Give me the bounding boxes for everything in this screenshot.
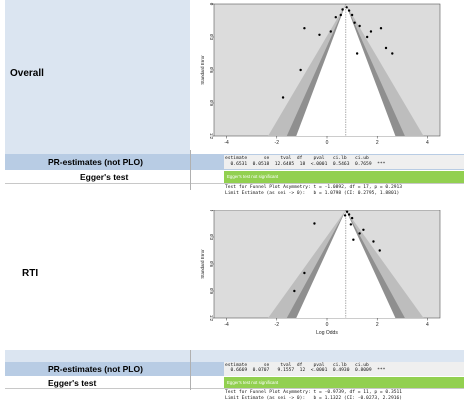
data-point <box>358 24 361 28</box>
data-point <box>341 8 344 11</box>
data-point <box>358 232 361 235</box>
data-point <box>345 210 349 213</box>
data-point <box>281 96 285 99</box>
rti-egger-line1: Test for Funnel Plot Asymmetry: t = -0.9… <box>225 390 403 395</box>
rti-egger-label: Egger's test <box>48 377 97 388</box>
data-point <box>343 214 347 217</box>
data-point <box>313 222 316 225</box>
overall-egger-label: Egger's test <box>80 172 129 182</box>
x-tick-label: -2 <box>275 322 280 328</box>
y-tick-label: 0.9 <box>209 100 214 107</box>
data-point <box>293 289 296 293</box>
x-tick-label: -4 <box>224 140 229 146</box>
data-point <box>391 52 394 55</box>
data-point <box>355 52 359 55</box>
y-tick-label: 0.3 <box>209 234 214 241</box>
x-tick-label: 0 <box>326 140 329 146</box>
column-divider-2 <box>190 350 191 390</box>
overall-label-cell <box>5 0 190 150</box>
y-tick-label: 0.6 <box>209 261 214 268</box>
y-axis-label: Standard Error <box>200 55 205 85</box>
overall-egger-line1: Test for Funnel Plot Asymmetry: t = -1.0… <box>225 185 403 190</box>
data-point <box>349 223 353 226</box>
data-point <box>299 68 302 72</box>
overall-est-header: estimate se tval df pval ci.lb ci.ub <box>225 156 369 161</box>
y-tick-label: 1.2 <box>209 315 214 322</box>
x-tick-label: 2 <box>376 322 379 328</box>
data-point <box>369 30 373 33</box>
data-point <box>350 13 354 17</box>
data-point <box>372 240 375 243</box>
rti-egger-badge: Egger's test not significant <box>224 377 464 388</box>
overall-funnel-plot: -4 -2 0 2 4 0 0.3 0.6 0.9 1.2 Standard Error <box>200 3 441 146</box>
data-point <box>378 249 381 252</box>
data-point <box>339 13 343 17</box>
overall-spacer <box>5 150 190 154</box>
overall-egger-badge: Egger's test not significant <box>224 171 464 183</box>
x-tick-label: 4 <box>426 140 429 146</box>
data-point <box>345 6 348 9</box>
y-tick-label: 0 <box>209 3 214 6</box>
rti-est-values: 0.6669 0.0707 9.1557 12 <.0001 0.4930 0.… <box>225 368 386 373</box>
data-point <box>365 35 369 39</box>
column-divider-1 <box>190 150 191 190</box>
overall-estimates-box <box>224 155 464 169</box>
rti-pr-label: PR-estimates (not PLO) <box>48 364 143 374</box>
data-point <box>303 271 306 275</box>
y-axis-label: Standard Error <box>200 249 205 279</box>
data-point <box>347 9 351 12</box>
x-tick-label: 4 <box>426 322 429 328</box>
data-point <box>352 238 355 241</box>
data-point <box>318 33 321 36</box>
overall-est-values: 0.6531 0.0518 12.6485 18 <.0001 0.5463 0… <box>225 161 386 167</box>
data-point <box>362 228 365 231</box>
x-tick-label: 0 <box>326 322 329 328</box>
data-point <box>329 30 332 33</box>
overall-egger-line2: Limit Estimate (as sei -> 0): b = 1.0798… <box>225 190 400 196</box>
data-point <box>384 46 388 50</box>
overall-pr-label: PR-estimates (not PLO) <box>48 157 143 167</box>
x-tick-label: -4 <box>224 322 229 328</box>
data-point <box>350 216 354 220</box>
rti-funnel-plot: -4 -2 0 2 4 0 0.3 0.6 0.9 1.2 Standard Error Log Od… <box>200 210 441 336</box>
rti-egger-line2: Limit Estimate (as sei -> 0): b = 1.1322… <box>225 395 403 401</box>
y-tick-label: 0.6 <box>209 67 214 74</box>
rti-label-cell <box>5 196 190 346</box>
rti-est-header: estimate se tval df pval ci.lb ci.ub <box>225 362 369 368</box>
y-tick-label: 0.9 <box>209 288 214 295</box>
rti-label: RTI <box>22 267 39 279</box>
y-tick-label: 0 <box>209 210 214 212</box>
data-point <box>334 16 337 19</box>
overall-label: Overall <box>10 67 44 79</box>
rti-spacer <box>5 350 464 362</box>
y-tick-label: 0.3 <box>209 34 214 41</box>
y-tick-label: 1.2 <box>209 133 214 140</box>
x-tick-label: 2 <box>376 140 379 146</box>
rti-egger-badge-text: Egger's test not significant <box>227 380 279 385</box>
data-point <box>353 21 356 24</box>
data-point <box>379 27 383 30</box>
overall-egger-badge-text: Egger's test not significant <box>227 174 279 179</box>
rti-estimates-box <box>224 362 464 376</box>
x-tick-label: -2 <box>275 140 280 146</box>
x-axis-label: Log Odds <box>316 330 338 336</box>
data-point <box>347 213 351 216</box>
data-point <box>303 27 306 30</box>
